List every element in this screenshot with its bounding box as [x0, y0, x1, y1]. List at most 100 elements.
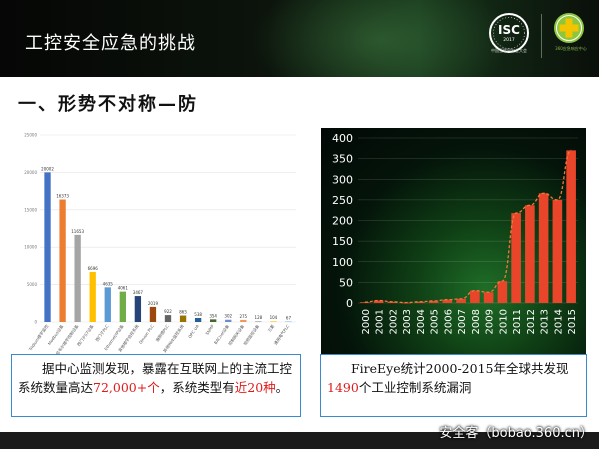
x-tick-label: 2015: [567, 309, 578, 334]
bar: [270, 321, 277, 322]
data-label: 275: [239, 314, 247, 319]
bar: [44, 172, 51, 322]
source-watermark: 安全客（bobao.360.cn）: [439, 426, 593, 441]
exposure-text-after: 。: [275, 380, 289, 395]
cross-shield-logo-icon: [554, 13, 584, 43]
bar: [240, 319, 247, 322]
y-tick-label: 50: [339, 276, 353, 289]
data-label: 302: [224, 314, 232, 319]
data-label: 2019: [148, 301, 159, 306]
bar: [552, 199, 563, 303]
bar: [511, 213, 521, 303]
bar: [149, 306, 157, 322]
bar: [89, 271, 96, 322]
x-tick-label: 2008: [471, 309, 482, 334]
isc-logo-icon: ISC 2017: [489, 13, 529, 53]
y-tick-label: 25000: [24, 133, 37, 138]
bar: [255, 321, 262, 322]
bar: [428, 300, 439, 303]
bar: [538, 193, 549, 303]
exposure-summary-box: 据中心监测发现，暴露在互联网上的主流工控系统数量高达72,000+个，系统类型有…: [11, 354, 301, 417]
data-label: 11653: [71, 229, 84, 234]
slide-header: 工控安全应急的挑战 ISC 2017 中国互联网安全大会 360应急响应中心: [0, 0, 599, 77]
data-label: 354: [209, 313, 217, 318]
y-tick-label: 15000: [24, 207, 37, 212]
vuln-text-before: FireEye统计2000-2015年全球共发现: [351, 361, 569, 376]
vuln-count-highlight: 1490: [327, 380, 359, 395]
x-tick-label: 三菱: [266, 323, 276, 333]
x-tick-label: 2006: [443, 309, 454, 334]
x-tick-label: 2013: [540, 309, 551, 334]
data-label: 67: [286, 315, 292, 320]
y-tick-label: 0: [34, 320, 37, 325]
bar: [74, 234, 81, 322]
bar: [497, 281, 508, 303]
data-label: 4635: [103, 281, 114, 286]
header-glow: [250, 0, 510, 77]
exposure-text-before: 据中心监测发现，暴露在互联网上的主流工控系统数量高达: [18, 361, 293, 395]
isc-logo-text: ISC: [498, 23, 520, 37]
bar: [566, 150, 576, 303]
x-tick-label: 2009: [485, 309, 496, 334]
data-label: 922: [164, 309, 172, 314]
data-label: 16373: [56, 194, 69, 199]
data-label: 20002: [41, 166, 54, 171]
x-tick-label: 2002: [388, 309, 399, 334]
isc-logo-year: 2017: [503, 37, 515, 43]
data-label: 4061: [118, 286, 129, 291]
data-label: 6696: [88, 266, 99, 271]
bar: [104, 287, 111, 322]
x-tick-label: 2011: [512, 309, 523, 334]
y-tick-label: 5000: [27, 282, 38, 287]
logo-divider: [541, 14, 542, 58]
x-tick-label: 2005: [430, 309, 441, 334]
bar: [285, 321, 292, 322]
x-tick-label: 2000: [361, 309, 372, 334]
y-tick-label: 10000: [24, 245, 37, 250]
x-tick-label: OPC UA: [187, 323, 200, 339]
trend-line: [364, 149, 572, 304]
x-tick-label: 西门子PLC: [94, 323, 110, 343]
vuln-text-after: 个工业控制系统漏洞: [358, 380, 472, 395]
x-tick-label: 2003: [402, 309, 413, 334]
x-tick-label: 施耐德PLC: [154, 323, 170, 343]
cross-subtitle: 360应急响应中心: [555, 46, 587, 51]
bar: [225, 319, 232, 322]
slide-title: 工控安全应急的挑战: [25, 33, 196, 54]
bar: [194, 317, 202, 322]
data-label: 104: [270, 315, 278, 320]
system-types-highlight: 近20种: [234, 380, 276, 395]
data-label: 865: [179, 310, 187, 315]
y-tick-label: 300: [332, 173, 353, 186]
x-tick-label: 2007: [457, 309, 468, 334]
vulnerability-summary-box: FireEye统计2000-2015年全球共发现 1490个工业控制系统漏洞: [320, 354, 587, 417]
x-tick-label: 2012: [526, 309, 537, 334]
y-tick-label: 100: [332, 256, 353, 269]
data-label: 3467: [133, 290, 144, 295]
data-label: 128: [255, 315, 263, 320]
y-tick-label: 0: [346, 297, 353, 310]
ics-types-bar-chart: 0 5000 10000 15000 20000 25000 20002 Tridium楼宇监…: [18, 127, 303, 360]
y-tick-label: 200: [332, 215, 353, 228]
bar: [456, 298, 466, 303]
x-tick-label: 2010: [498, 309, 509, 334]
section-heading: 一、形势不对称—防: [18, 94, 198, 115]
data-label: 538: [194, 312, 202, 317]
bar: [179, 315, 187, 322]
y-tick-label: 250: [332, 194, 353, 207]
x-tick-label: SNMP: [204, 323, 215, 336]
x-tick-label: 2001: [375, 309, 386, 334]
y-tick-label: 150: [332, 235, 353, 248]
x-tick-label: Omron PLC: [138, 324, 155, 345]
bar: [483, 292, 494, 303]
y-tick-label: 400: [332, 132, 353, 145]
bar: [442, 299, 453, 303]
bar: [164, 315, 172, 322]
ics-types-chart-svg: 0 5000 10000 15000 20000 25000 20002 Tridium楼宇监…: [24, 133, 296, 359]
bar: [470, 290, 480, 303]
bar: [59, 199, 66, 322]
isc-subtitle: 中国互联网安全大会: [491, 48, 527, 53]
x-tick-label: 2014: [553, 309, 564, 334]
bar: [525, 205, 535, 303]
exposure-text-middle: ，系统类型有: [159, 380, 235, 395]
